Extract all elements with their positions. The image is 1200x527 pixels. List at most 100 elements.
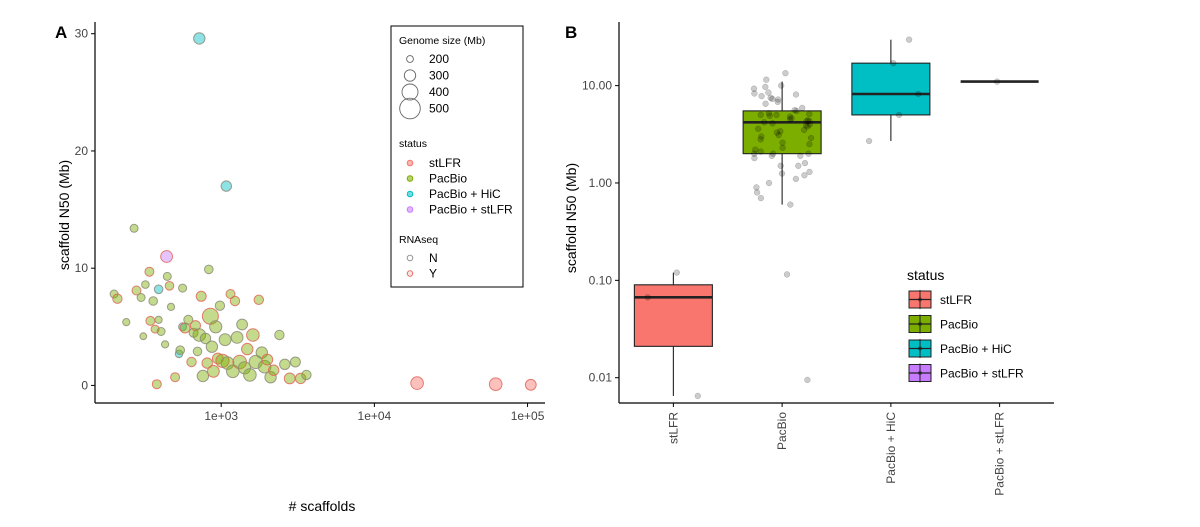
jitter-point [644,294,651,301]
scatter-point [144,266,155,277]
jitter-point [806,168,813,176]
legend-size-label: 400 [429,85,449,99]
legend-status-key-pacbio-stlfr [406,206,414,213]
jitter-point [765,110,773,117]
scatter-point [257,359,272,374]
legend-size-title: Genome size (Mb) [399,35,485,47]
scatter-point [160,250,174,263]
jitter-point [799,104,806,112]
scatter-point [236,318,249,331]
jitter-point [777,128,784,135]
scatter-point [268,364,280,376]
jitter-point [757,111,764,119]
scatter-point [162,271,172,281]
panel-b-x-ticks: stLFR PacBio PacBio + HiC PacBio + stLFR [666,403,1007,496]
jitter-point [783,271,791,278]
jitter-point [755,125,762,132]
y-tick-label: 0.01 [589,371,613,385]
jitter-point [777,162,784,169]
panel-a-label: A [55,23,67,42]
scatter-point [156,327,166,336]
scatter-point [154,315,163,324]
jitter-point [753,189,761,196]
jitter-point [800,126,808,134]
legend-size-entries: 200 300 400 500 [399,52,449,120]
jitter-point [773,111,780,119]
jitter-point [767,94,774,101]
jitter-point [792,175,800,183]
jitter-point [778,82,785,89]
x-tick-label-pacbio-stlfr: PacBio + stLFR [993,412,1007,496]
jitter-point [788,115,795,122]
scatter-point [170,372,181,383]
jitter-point [805,150,812,157]
jitter-point [802,122,810,129]
jitter-point [751,154,758,162]
panel-b: B 0.01 0.10 1.00 10.00 stLFR PacBio PacBio + … [563,22,1054,496]
jitter-point [769,95,776,103]
legend-status-label: PacBio + HiC [429,187,501,201]
jitter-point [786,116,794,123]
jitter-point [758,92,765,100]
jitter-point [865,137,873,145]
jitter-point [806,118,813,125]
jitter-point [757,136,764,143]
y-tick-label: 10.00 [582,79,612,93]
panel-b-label: B [565,23,577,42]
jitter-point [765,89,772,96]
legend-size-key [406,55,414,63]
scatter-point [524,378,537,391]
scatter-point [178,283,188,293]
scatter-point [488,377,503,392]
scatter-point [289,356,301,368]
panel-b-y-ticks: 0.01 0.10 1.00 10.00 [582,79,619,385]
legend-rnaseq-label: N [429,251,438,265]
jitter-point [775,131,782,139]
jitter-point [803,118,810,125]
jitter-point [804,117,811,124]
panel-b-points [644,36,1001,400]
scatter-point [199,332,212,345]
panel-a-legend-box [390,25,524,288]
scatter-point [192,346,203,357]
jitter-point [762,83,769,91]
scatter-point [201,357,213,369]
y-tick-label: 1.00 [589,176,613,190]
jitter-point [753,184,760,191]
x-tick-label: 1e+05 [511,409,545,423]
scatter-point [207,364,220,378]
jitter-point [787,201,794,208]
legend-size-label: 500 [429,102,449,116]
legend-status-label: stLFR [429,156,461,170]
x-tick-label-pacbio-hic: PacBio + HiC [884,412,898,484]
jitter-point [779,144,786,151]
jitter-point [782,70,789,77]
jitter-point [773,129,781,136]
x-tick-label: 1e+03 [204,409,238,423]
jitter-point [766,112,773,119]
scatter-point [161,340,170,349]
scatter-point [241,342,254,356]
legend-size-label: 200 [429,52,449,66]
scatter-point [230,331,244,344]
legend-size-label: 300 [429,69,449,83]
jitter-point [786,113,794,120]
scatter-point [196,369,210,383]
scatter-point [214,300,226,311]
scatter-point [122,318,131,327]
jitter-point [915,90,922,98]
scatter-point [246,328,260,342]
jitter-point [751,150,758,157]
scatter-point [183,314,194,325]
jitter-point [769,120,776,127]
scatter-point [274,329,285,341]
jitter-point [774,98,781,106]
x-tick-label-stlfr: stLFR [666,412,680,444]
jitter-point [778,170,786,177]
y-tick-label: 20 [75,144,89,158]
jitter-point [757,194,765,202]
jitter-point [769,150,777,157]
jitter-point [895,111,903,119]
legend-status-key-pacbio [406,175,414,182]
scatter-point [261,353,274,366]
